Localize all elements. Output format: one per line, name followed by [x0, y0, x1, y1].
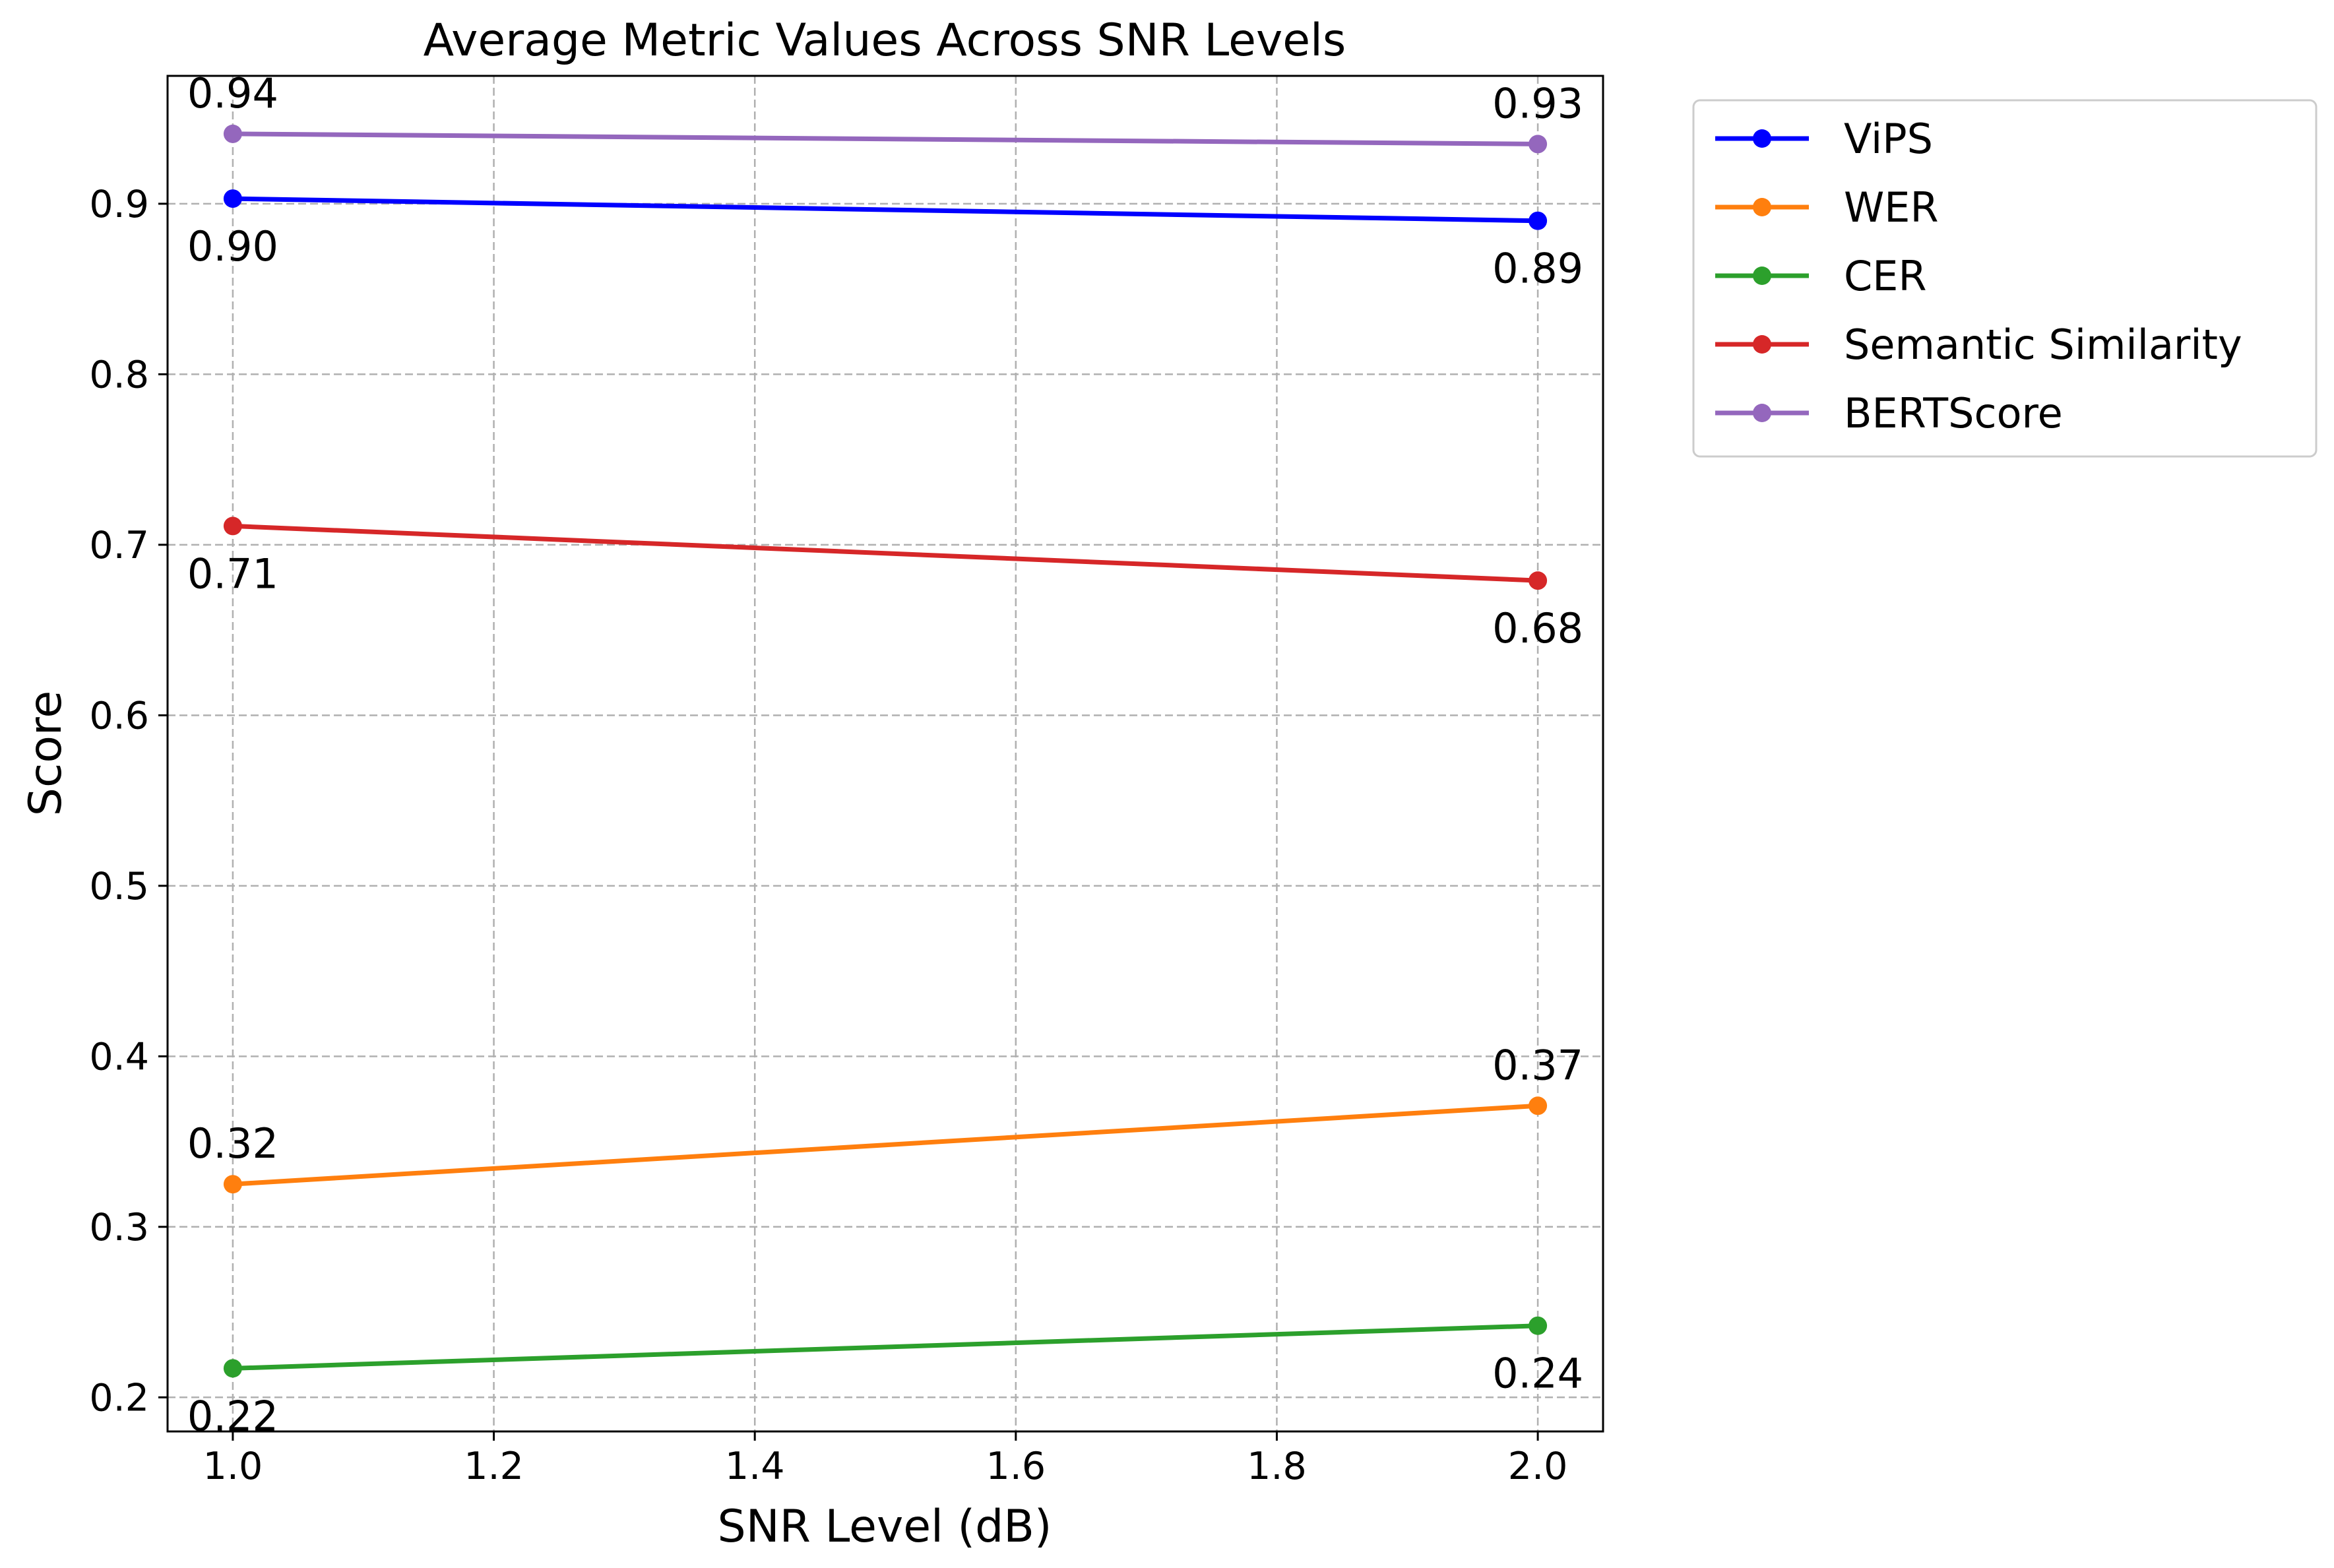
legend-label-bertscore: BERTScore [1844, 389, 2063, 437]
legend-marker-wer [1753, 198, 1771, 216]
y-tick-label: 0.7 [89, 524, 149, 567]
legend-marker-semantic-similarity [1753, 335, 1771, 354]
x-tick-label: 1.0 [203, 1445, 263, 1488]
legend-marker-bertscore [1753, 404, 1771, 422]
data-label-vips: 0.90 [187, 222, 278, 270]
point-semantic-similarity [1529, 571, 1548, 590]
data-label-vips: 0.89 [1492, 245, 1583, 293]
point-vips [1529, 211, 1548, 230]
point-bertscore [223, 124, 242, 143]
x-tick-label: 1.4 [725, 1445, 785, 1488]
y-tick-label: 0.3 [89, 1206, 149, 1249]
point-semantic-similarity [223, 517, 242, 536]
data-label-bertscore: 0.93 [1492, 79, 1583, 127]
point-cer [223, 1359, 242, 1378]
legend-marker-vips [1753, 129, 1771, 148]
legend-label-wer: WER [1844, 183, 1939, 232]
series-line-vips [232, 196, 1538, 224]
y-axis-label: Score [20, 691, 72, 816]
point-bertscore [1529, 135, 1548, 154]
point-vips [223, 189, 242, 208]
data-label-cer: 0.24 [1492, 1350, 1583, 1398]
y-tick-label: 0.6 [89, 694, 149, 737]
series-layer [223, 124, 1548, 1378]
point-wer [223, 1175, 242, 1194]
y-tick-label: 0.9 [89, 183, 149, 226]
y-tick-label: 0.5 [89, 865, 149, 908]
data-label-semantic-similarity: 0.68 [1492, 604, 1583, 652]
legend-label-semantic-similarity: Semantic Similarity [1844, 321, 2242, 369]
grid [168, 76, 1603, 1431]
data-label-wer: 0.37 [1492, 1041, 1583, 1089]
x-axis: 1.0 1.2 1.4 1.6 1.8 2.0 [203, 1431, 1568, 1488]
data-label-wer: 0.32 [187, 1119, 278, 1168]
series-line-wer [232, 1103, 1538, 1187]
data-label-cer: 0.22 [187, 1392, 278, 1440]
x-tick-label: 1.6 [986, 1445, 1046, 1488]
x-axis-label: SNR Level (dB) [718, 1501, 1052, 1553]
legend-label-vips: ViPS [1844, 115, 1933, 163]
legend-frame [1692, 99, 2318, 458]
y-tick-label: 0.4 [89, 1035, 149, 1079]
chart-title: Average Metric Values Across SNR Levels [424, 15, 1346, 67]
y-axis: 0.2 0.3 0.4 0.5 0.6 0.7 0.8 0.9 [89, 183, 168, 1420]
y-tick-label: 0.2 [89, 1376, 149, 1420]
plot-frame [166, 75, 1604, 1433]
x-tick-label: 1.8 [1247, 1445, 1307, 1488]
x-tick-label: 2.0 [1508, 1445, 1568, 1488]
point-wer [1529, 1096, 1548, 1115]
data-labels: 0.90 0.89 0.32 0.37 0.22 0.24 0.71 0.68 0.94 0.93 [187, 69, 1583, 1440]
legend: ViPS WER CER Semantic Similarity BERTScore [1692, 99, 2318, 458]
data-label-bertscore: 0.94 [187, 69, 278, 117]
series-line-bertscore [232, 131, 1538, 146]
legend-label-cer: CER [1844, 252, 1927, 300]
series-line-semantic-similarity [232, 523, 1538, 583]
series-line-cer [232, 1323, 1538, 1371]
data-label-semantic-similarity: 0.71 [187, 549, 278, 598]
x-tick-label: 1.2 [464, 1445, 524, 1488]
point-cer [1529, 1316, 1548, 1335]
y-tick-label: 0.8 [89, 353, 149, 396]
legend-marker-cer [1753, 267, 1771, 285]
